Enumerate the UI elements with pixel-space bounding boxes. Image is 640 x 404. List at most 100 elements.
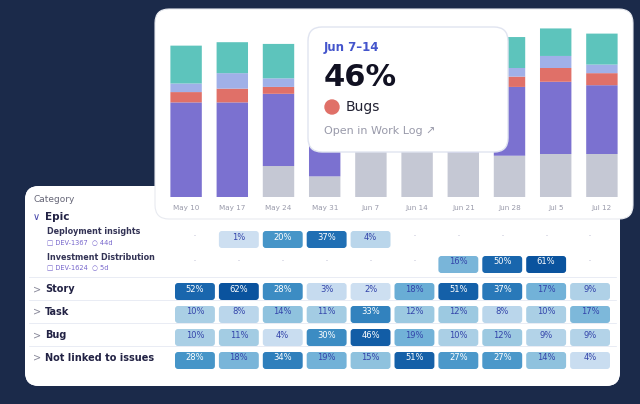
FancyBboxPatch shape	[175, 283, 215, 300]
Text: ·: ·	[281, 255, 285, 269]
FancyBboxPatch shape	[263, 306, 303, 323]
FancyBboxPatch shape	[447, 70, 479, 77]
Text: ·: ·	[588, 231, 592, 244]
Text: 14%: 14%	[537, 354, 556, 362]
Text: Jul 12: Jul 12	[592, 205, 612, 211]
Text: 15%: 15%	[362, 354, 380, 362]
Text: Jul 12: Jul 12	[580, 196, 600, 202]
FancyBboxPatch shape	[540, 28, 572, 56]
Text: 46%: 46%	[324, 63, 397, 91]
Text: May 31: May 31	[312, 205, 338, 211]
Text: 10%: 10%	[537, 307, 556, 316]
FancyBboxPatch shape	[394, 329, 435, 346]
Text: Jun 28: Jun 28	[491, 196, 513, 202]
Text: 51%: 51%	[405, 354, 424, 362]
Text: 17%: 17%	[537, 284, 556, 293]
Text: ·: ·	[412, 255, 417, 269]
Text: 16%: 16%	[449, 257, 468, 267]
Text: ∨: ∨	[33, 212, 40, 222]
Text: Jun 21: Jun 21	[447, 196, 469, 202]
Text: Jul 5: Jul 5	[548, 205, 563, 211]
FancyBboxPatch shape	[263, 44, 294, 78]
Text: 33%: 33%	[361, 307, 380, 316]
Text: 62%: 62%	[230, 284, 248, 293]
FancyBboxPatch shape	[401, 35, 433, 59]
FancyBboxPatch shape	[540, 56, 572, 68]
Text: ·: ·	[456, 231, 460, 244]
Text: □ DEV-1367  ○ 44d: □ DEV-1367 ○ 44d	[47, 239, 113, 245]
Text: Jun 14: Jun 14	[406, 205, 428, 211]
FancyBboxPatch shape	[438, 256, 478, 273]
Text: 1%: 1%	[232, 232, 246, 242]
Text: 4%: 4%	[364, 232, 377, 242]
FancyBboxPatch shape	[494, 156, 525, 197]
FancyBboxPatch shape	[494, 68, 525, 77]
Text: Jul 5: Jul 5	[539, 196, 554, 202]
Text: Task: Task	[45, 307, 69, 317]
Text: 20%: 20%	[273, 232, 292, 242]
Text: 17%: 17%	[580, 307, 600, 316]
Text: ·: ·	[412, 231, 417, 244]
Text: 18%: 18%	[405, 284, 424, 293]
Text: May 31: May 31	[314, 196, 339, 202]
FancyBboxPatch shape	[351, 352, 390, 369]
Text: Not linked to issues: Not linked to issues	[45, 353, 154, 363]
FancyBboxPatch shape	[308, 27, 508, 152]
Text: 2%: 2%	[364, 284, 377, 293]
FancyBboxPatch shape	[570, 329, 610, 346]
Text: ·: ·	[193, 231, 197, 244]
FancyBboxPatch shape	[483, 329, 522, 346]
Text: 52%: 52%	[186, 284, 204, 293]
FancyBboxPatch shape	[170, 92, 202, 102]
FancyBboxPatch shape	[494, 37, 525, 68]
FancyBboxPatch shape	[401, 137, 433, 197]
FancyBboxPatch shape	[216, 73, 248, 88]
FancyBboxPatch shape	[263, 78, 294, 87]
FancyBboxPatch shape	[351, 231, 390, 248]
Text: Deployment insights: Deployment insights	[47, 227, 140, 236]
FancyBboxPatch shape	[355, 53, 387, 132]
FancyBboxPatch shape	[394, 283, 435, 300]
Text: 10%: 10%	[186, 307, 204, 316]
Text: 8%: 8%	[232, 307, 246, 316]
FancyBboxPatch shape	[216, 42, 248, 73]
FancyBboxPatch shape	[526, 283, 566, 300]
FancyBboxPatch shape	[438, 306, 478, 323]
FancyBboxPatch shape	[570, 283, 610, 300]
Text: ·: ·	[369, 255, 372, 269]
FancyBboxPatch shape	[263, 352, 303, 369]
FancyBboxPatch shape	[309, 111, 340, 177]
Text: 8%: 8%	[495, 307, 509, 316]
Text: 9%: 9%	[540, 330, 553, 339]
FancyBboxPatch shape	[216, 102, 248, 197]
FancyBboxPatch shape	[494, 87, 525, 156]
Text: 27%: 27%	[449, 354, 468, 362]
Text: 37%: 37%	[493, 284, 511, 293]
FancyBboxPatch shape	[175, 306, 215, 323]
FancyBboxPatch shape	[355, 39, 387, 46]
Text: Jun 7–14: Jun 7–14	[324, 40, 380, 53]
Text: 51%: 51%	[449, 284, 468, 293]
FancyBboxPatch shape	[175, 352, 215, 369]
Text: May 10: May 10	[173, 205, 199, 211]
FancyBboxPatch shape	[494, 77, 525, 87]
Text: 11%: 11%	[230, 330, 248, 339]
FancyBboxPatch shape	[540, 154, 572, 197]
Text: 30%: 30%	[317, 330, 336, 339]
Text: 34%: 34%	[273, 354, 292, 362]
Text: ·: ·	[544, 231, 548, 244]
FancyBboxPatch shape	[447, 77, 479, 87]
Text: □ DEV-1624  ○ 5d: □ DEV-1624 ○ 5d	[47, 264, 109, 270]
Circle shape	[325, 100, 339, 114]
FancyBboxPatch shape	[25, 186, 620, 386]
Text: 28%: 28%	[186, 354, 204, 362]
FancyBboxPatch shape	[526, 256, 566, 273]
Text: 9%: 9%	[584, 284, 596, 293]
FancyBboxPatch shape	[351, 283, 390, 300]
Text: ·: ·	[324, 255, 329, 269]
FancyBboxPatch shape	[447, 35, 479, 70]
Text: 19%: 19%	[405, 330, 424, 339]
FancyBboxPatch shape	[401, 72, 433, 88]
FancyBboxPatch shape	[586, 73, 618, 85]
FancyBboxPatch shape	[307, 329, 347, 346]
